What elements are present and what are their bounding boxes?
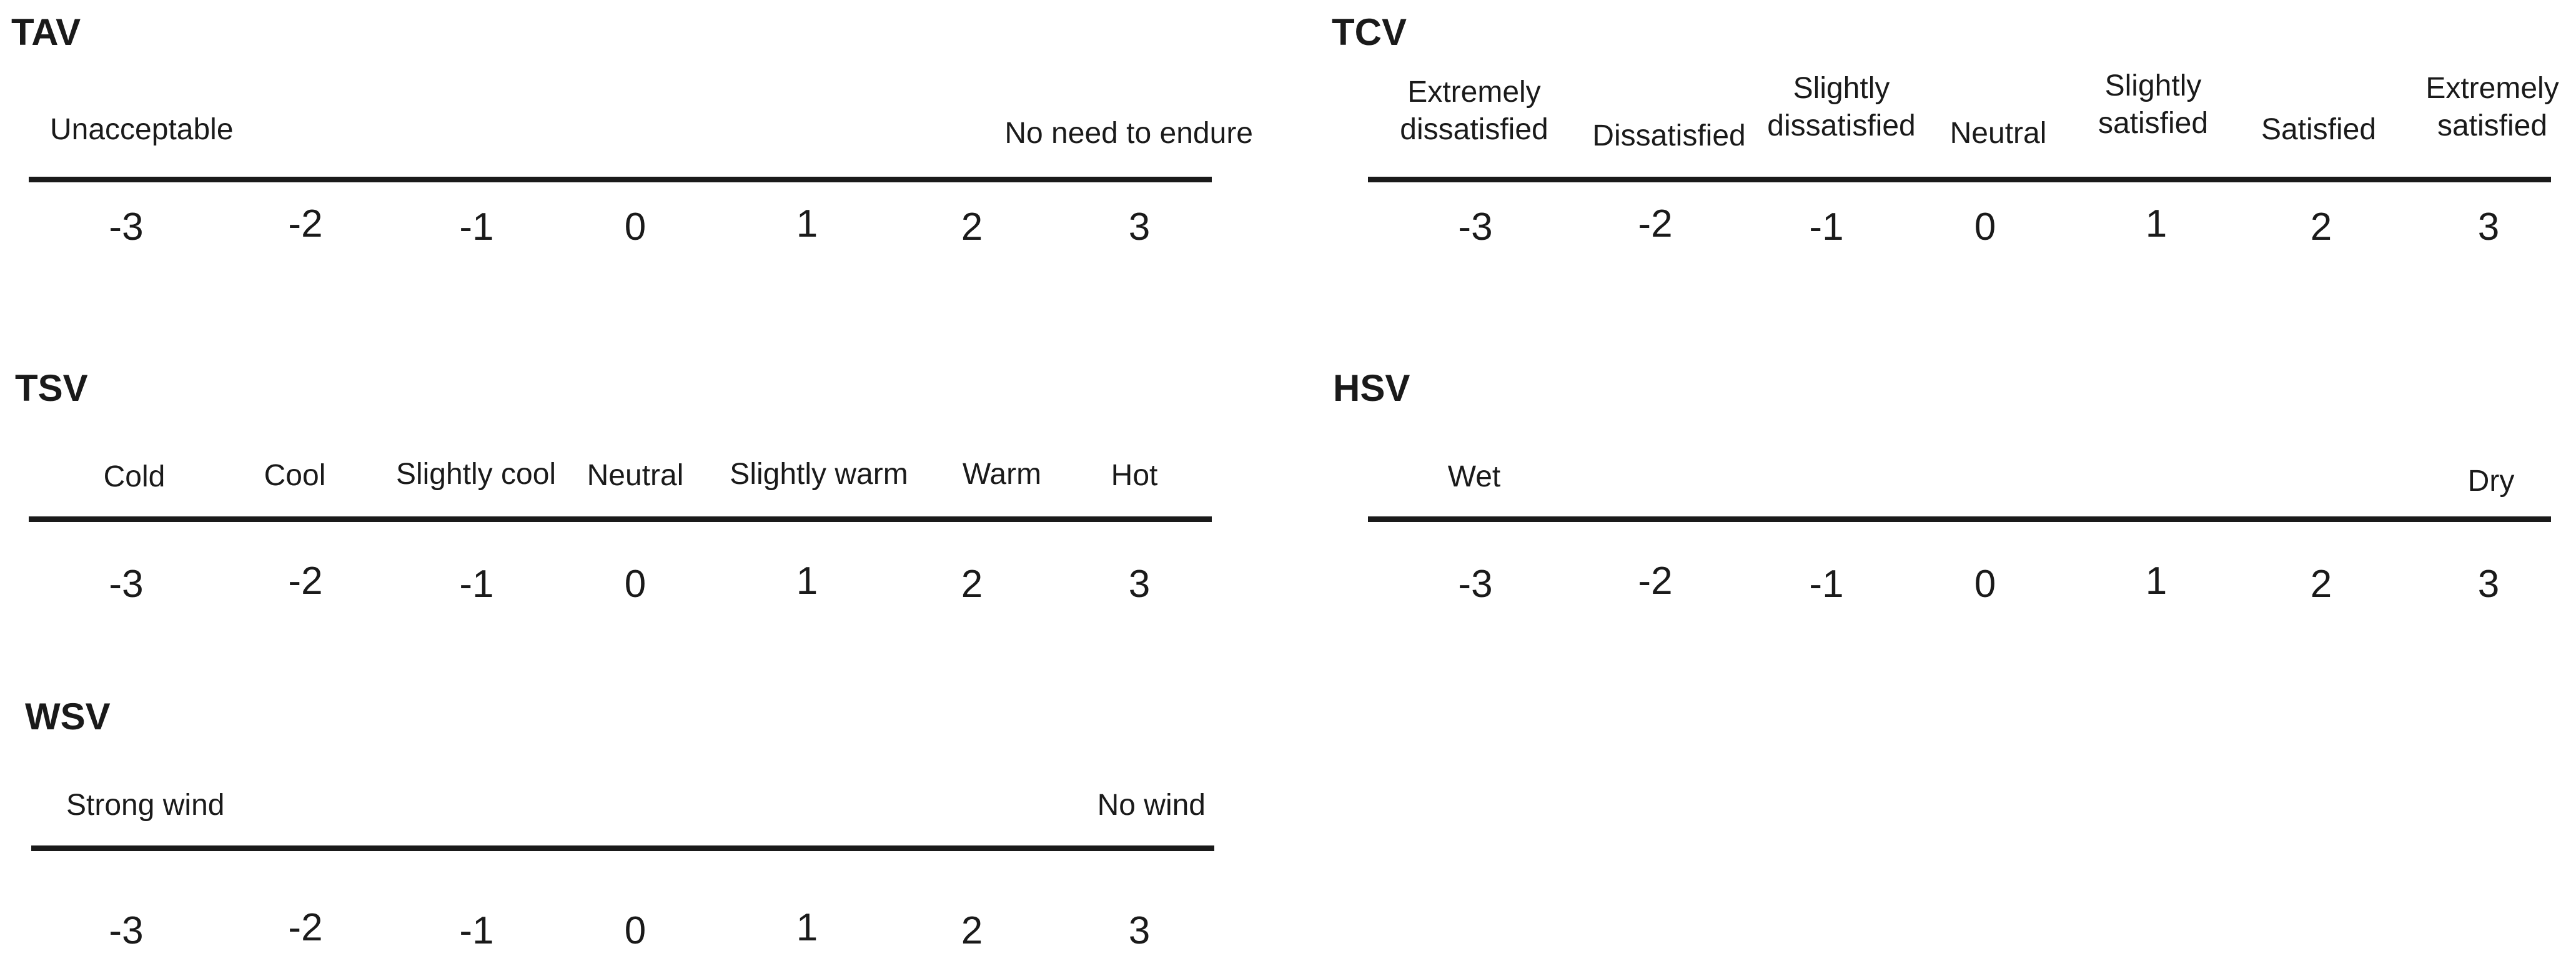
tsv-number: 1 — [796, 559, 818, 603]
tcv-number: -3 — [1458, 205, 1493, 249]
tcv-label-line: dissatisfied — [1767, 109, 1916, 142]
tcv-number: 1 — [2145, 202, 2167, 245]
hsv-number: 2 — [2310, 563, 2332, 606]
tcv-label: Dissatisfied — [1592, 119, 1746, 152]
hsv-title: HSV — [1333, 367, 1410, 409]
tsv-label: Cold — [103, 460, 166, 493]
wsv-number: -3 — [109, 909, 144, 952]
tsv-label: Warm — [962, 458, 1042, 491]
tav-number: -3 — [109, 205, 144, 249]
wsv-left-label: Strong wind — [66, 789, 225, 822]
wsv-number: 1 — [796, 906, 818, 949]
wsv-number: -1 — [459, 909, 494, 952]
tsv-axis-line — [29, 516, 1212, 522]
hsv-axis-line — [1368, 516, 2551, 522]
tcv-axis-line — [1368, 177, 2551, 182]
hsv-number: 3 — [2477, 563, 2500, 606]
tsv-number: 0 — [624, 563, 646, 606]
hsv-number: -1 — [1809, 563, 1844, 606]
hsv-number: 0 — [1974, 563, 1996, 606]
wsv-axis-line — [31, 845, 1214, 851]
tcv-label-line: Extremely — [2425, 72, 2559, 105]
tsv-label: Cool — [264, 459, 326, 492]
tsv-label: Hot — [1111, 459, 1158, 492]
tav-number: 1 — [796, 202, 818, 245]
hsv-number: -3 — [1458, 563, 1493, 606]
tav-number: 2 — [961, 205, 983, 249]
wsv-number: 0 — [624, 909, 646, 952]
wsv-right-label: No wind — [1097, 789, 1206, 822]
tsv-label: Slightly cool — [395, 458, 557, 491]
tav-number: -2 — [288, 202, 323, 245]
tcv-label-line: Extremely — [1407, 76, 1541, 109]
wsv-number: 3 — [1128, 909, 1151, 952]
tcv-label-line: dissatisfied — [1400, 113, 1548, 146]
tcv-label-line: satisfied — [2437, 109, 2548, 142]
tsv-number: 3 — [1128, 563, 1151, 606]
tcv-number: -1 — [1809, 205, 1844, 249]
hsv-right-label: Dry — [2467, 465, 2515, 498]
hsv-left-label: Wet — [1447, 460, 1501, 493]
tcv-label-line: Slightly — [2104, 69, 2202, 102]
tsv-label: Slightly warm — [730, 458, 908, 491]
hsv-number: 1 — [2145, 559, 2167, 603]
tsv-number: -3 — [109, 563, 144, 606]
tcv-number: 0 — [1974, 205, 1996, 249]
tcv-label: Extremely satisfied — [2425, 70, 2559, 145]
wsv-number: -2 — [288, 906, 323, 949]
tcv-number: -2 — [1638, 202, 1673, 245]
tav-number: -1 — [459, 205, 494, 249]
tcv-title: TCV — [1332, 11, 1407, 53]
tcv-number: 2 — [2310, 205, 2332, 249]
tav-left-label: Unacceptable — [50, 113, 234, 146]
tav-number: 3 — [1128, 205, 1151, 249]
tsv-title: TSV — [15, 367, 88, 409]
tcv-label: Extremely dissatisfied — [1400, 74, 1548, 149]
tsv-number: 2 — [961, 563, 983, 606]
tsv-label: Neutral — [587, 459, 684, 492]
tcv-label-line: satisfied — [2098, 107, 2209, 140]
tav-number: 0 — [624, 205, 646, 249]
hsv-number: -2 — [1638, 559, 1673, 603]
tcv-label: Satisfied — [2261, 113, 2377, 146]
tcv-label: Slightly dissatisfied — [1767, 70, 1915, 145]
tsv-number: -2 — [288, 559, 323, 603]
tcv-label: Slightly satisfied — [2098, 67, 2208, 142]
tcv-label: Neutral — [1949, 117, 2047, 150]
tav-right-label: No need to endure — [1004, 117, 1253, 150]
wsv-title: WSV — [25, 696, 111, 737]
tav-title: TAV — [11, 11, 81, 53]
tcv-label-line: Slightly — [1793, 72, 1890, 105]
tav-axis-line — [29, 177, 1212, 182]
tsv-number: -1 — [459, 563, 494, 606]
wsv-number: 2 — [961, 909, 983, 952]
tcv-number: 3 — [2477, 205, 2500, 249]
